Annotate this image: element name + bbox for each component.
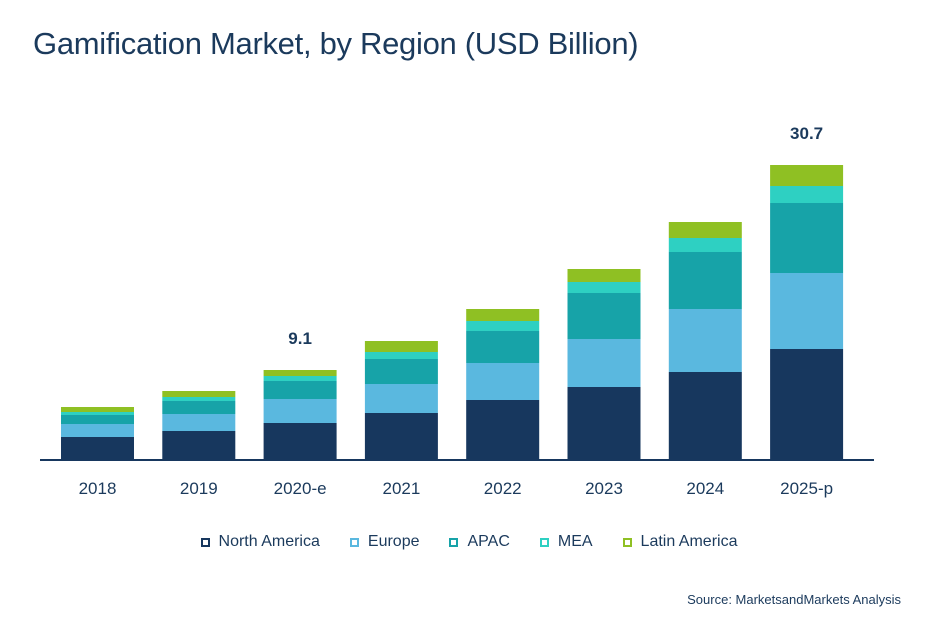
bar-2019-apac [162,401,236,414]
bar-2018-apac [61,415,134,424]
bar-2023-europe [567,339,641,387]
bar-2021-mea [364,352,438,359]
x-tick-label: 2019 [180,479,218,498]
bar-2022-europe [466,363,540,400]
bar-2022-north-america [466,400,540,459]
legend-swatch [539,537,549,547]
bar-2018-north-america [61,437,134,459]
x-tick-label: 2021 [382,479,420,498]
x-tick-label: 2018 [79,479,117,498]
bar-2018-latin-america [61,407,134,412]
legend-item: APAC [449,533,510,551]
bar-2022-apac [466,331,540,363]
legend-label: MEA [557,533,593,550]
bar-2019-north-america [162,431,236,459]
legend-label: Europe [367,533,420,550]
bar-2024-mea [668,238,742,252]
bar-2020-e-europe [263,399,337,423]
bar-2025-p-latin-america [770,165,844,186]
bar-2022-latin-america [466,309,540,321]
bar-2025-p-europe [770,273,844,349]
bar-2021-europe [364,384,438,413]
legend-swatch [622,537,632,547]
legend-label: North America [218,533,320,550]
bar-2024-north-america [668,372,742,459]
bar-2021-apac [364,359,438,384]
legend-label: APAC [467,533,510,550]
x-axis-ticks: 2018 2019 2020-e 2021 2022 2023 2024 2025-p [79,479,833,498]
bar-2025-p-north-america [770,349,844,459]
bar-2020-e-mea [263,376,337,381]
total-label: 30.7 [790,124,823,143]
bar-2020-e-north-america [263,423,337,459]
bar-2024-europe [668,309,742,372]
bar-2025-p-mea [770,186,844,203]
bar-2018-mea [61,412,134,415]
bar-2019-latin-america [162,391,236,397]
legend-item: North America [200,533,320,551]
bar-2024-apac [668,252,742,309]
legend-swatch [349,537,359,547]
bar-2023-latin-america [567,269,641,282]
legend: North America Europe APAC MEA Latin America [0,533,938,551]
legend-item: Europe [349,533,420,551]
x-tick-label: 2025-p [780,479,833,498]
chart-title: Gamification Market, by Region (USD Bill… [33,26,639,61]
source-note: Source: MarketsandMarkets Analysis [687,592,901,607]
bar-2022-mea [466,321,540,331]
bar-2019-mea [162,397,236,401]
x-tick-label: 2022 [484,479,522,498]
total-label: 9.1 [288,329,312,348]
stacked-bar-chart: 2018 2019 2020-e 2021 2022 2023 2024 2025-p 9.1… [40,124,874,498]
bar-2020-e-apac [263,381,337,399]
bar-2020-e-latin-america [263,370,337,376]
legend-label: Latin America [640,533,738,550]
bar-2018-europe [61,424,134,437]
bar-2023-north-america [567,387,641,459]
bar-2023-mea [567,282,641,293]
bar-layer [61,165,844,459]
bar-2021-latin-america [364,341,438,352]
x-tick-label: 2020-e [274,479,327,498]
bar-2024-latin-america [668,222,742,238]
total-annotations: 9.1 30.7 [288,124,823,348]
legend-swatch [200,537,210,547]
legend-item: MEA [539,533,593,551]
bar-2025-p-apac [770,203,844,273]
bar-2021-north-america [364,413,438,459]
legend-swatch [449,537,459,547]
x-tick-label: 2024 [686,479,724,498]
legend-item: Latin America [622,533,738,551]
bar-2019-europe [162,414,236,431]
bar-2023-apac [567,293,641,339]
x-tick-label: 2023 [585,479,623,498]
